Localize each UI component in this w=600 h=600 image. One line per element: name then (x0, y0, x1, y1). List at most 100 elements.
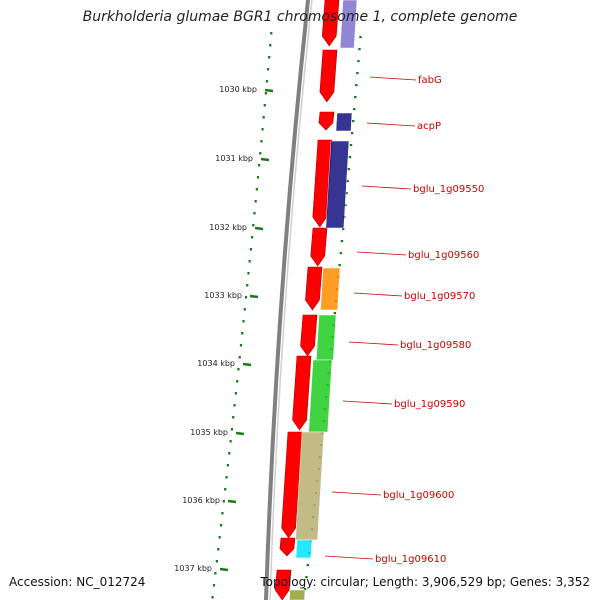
gc-dot-left (254, 200, 257, 203)
gc-dot-left (225, 476, 228, 479)
gc-dot-right (340, 240, 344, 243)
gc-dot-right (347, 168, 350, 171)
gc-dot-right (344, 204, 347, 207)
gc-dot-right (358, 48, 361, 51)
kbp-tick-mark (227, 499, 237, 504)
kbp-tick-mark (219, 567, 229, 572)
gc-dot-left (232, 416, 235, 419)
kbp-tick-mark (260, 157, 270, 162)
cog-block (339, 0, 358, 49)
cds-arrow (321, 0, 340, 47)
cds-arrow (318, 111, 335, 131)
kbp-tick-label: 1031 kbp (215, 154, 253, 163)
gc-dot-right (306, 564, 310, 567)
gene-leader-line (369, 76, 417, 81)
accession-text: Accession: NC_012724 (9, 575, 146, 589)
cds-arrow (300, 314, 318, 357)
kbp-tick-label: 1032 kbp (209, 223, 247, 232)
kbp-tick-mark (242, 362, 252, 367)
gene-label[interactable]: bglu_1g09610 (375, 554, 446, 565)
cds-arrow (274, 569, 292, 600)
gc-dot-right (339, 252, 343, 255)
cog-block (308, 359, 333, 433)
gc-dot-left (261, 128, 264, 131)
gc-dot-left (222, 500, 225, 503)
gc-dot-left (258, 164, 261, 167)
gene-label[interactable]: bglu_1g09580 (400, 340, 471, 351)
gene-label[interactable]: bglu_1g09570 (404, 291, 475, 302)
gc-dot-left (217, 548, 220, 551)
gene-label[interactable]: bglu_1g09600 (383, 490, 454, 501)
cog-block (316, 314, 337, 361)
cog-block (289, 589, 306, 600)
gc-dot-left (262, 116, 265, 119)
gc-dot-left (263, 104, 266, 107)
kbp-tick-mark (254, 226, 264, 231)
backbone-inner-line (269, 0, 313, 600)
cds-arrow (279, 537, 296, 557)
gc-dot-left (238, 356, 241, 359)
gc-dot-left (229, 440, 232, 443)
gene-label[interactable]: bglu_1g09590 (394, 399, 465, 410)
gc-dot-left (253, 212, 256, 215)
gc-dot-left (260, 140, 263, 143)
cds-arrow (281, 431, 303, 539)
gc-dot-left (250, 236, 254, 239)
gc-dot-left (233, 404, 236, 407)
cds-arrow (305, 266, 323, 311)
gc-dot-left (248, 260, 251, 263)
gc-dot-right (303, 588, 307, 591)
cog-block (335, 112, 353, 132)
gc-dot-left (264, 92, 267, 95)
gc-dot-left (266, 68, 270, 71)
gc-dot-right (351, 120, 355, 123)
gc-dot-right (345, 192, 348, 195)
gc-dot-left (256, 176, 260, 179)
gene-label[interactable]: acpP (417, 121, 441, 132)
gc-dot-right (348, 156, 352, 159)
gc-dot-left (247, 272, 250, 275)
genome-summary-text: Topology: circular; Length: 3,906,529 bp… (260, 575, 590, 589)
gc-dot-right (354, 96, 357, 99)
kbp-tick-mark (264, 88, 274, 93)
gc-dot-left (241, 332, 244, 335)
gc-dot-left (239, 344, 243, 347)
gc-dot-left (236, 380, 239, 383)
gc-dot-left (270, 32, 273, 35)
gc-dot-left (268, 56, 271, 59)
gc-dot-left (249, 248, 252, 251)
gc-dot-left (259, 152, 262, 155)
cds-arrow (292, 355, 312, 431)
gc-dot-left (218, 536, 221, 539)
gene-label[interactable]: bglu_1g09560 (408, 250, 479, 261)
gc-dot-left (221, 512, 224, 515)
gc-dot-left (242, 320, 245, 323)
kbp-tick-track: 1030 kbp 1031 kbp 1032 kbp 1033 kbp 1034 kbp… (174, 85, 274, 573)
gene-leader-line (331, 491, 382, 496)
gc-dot-left (226, 464, 230, 467)
gene-leader-line (353, 292, 403, 297)
cog-block (320, 267, 341, 311)
gc-dot-right (357, 60, 360, 63)
gc-dot-left (244, 296, 248, 299)
gene-leader-line (342, 400, 393, 405)
cog-block (295, 539, 313, 559)
map-title: Burkholderia glumae BGR1 chromosome 1, c… (82, 9, 518, 25)
gc-dot-left (237, 368, 240, 371)
gene-label[interactable]: fabG (418, 75, 442, 86)
gc-dot-left (224, 488, 227, 491)
gene-label-track: fabG acpP bglu_1g09550 bglu_1g09560 bglu_1g0… (324, 75, 484, 565)
gc-dot-left (219, 524, 223, 527)
gc-dot-left (212, 584, 216, 587)
gene-label[interactable]: bglu_1g09550 (413, 184, 484, 195)
cog-block (295, 431, 325, 541)
gc-dot-right (349, 144, 353, 147)
gc-dot-left (215, 560, 218, 563)
gc-dot-right (346, 180, 349, 183)
gene-leader-line (356, 251, 407, 256)
gene-leader-line (361, 185, 412, 190)
gc-dot-right (359, 36, 362, 39)
gc-dot-left (269, 44, 272, 47)
gc-dot-right (356, 72, 359, 75)
